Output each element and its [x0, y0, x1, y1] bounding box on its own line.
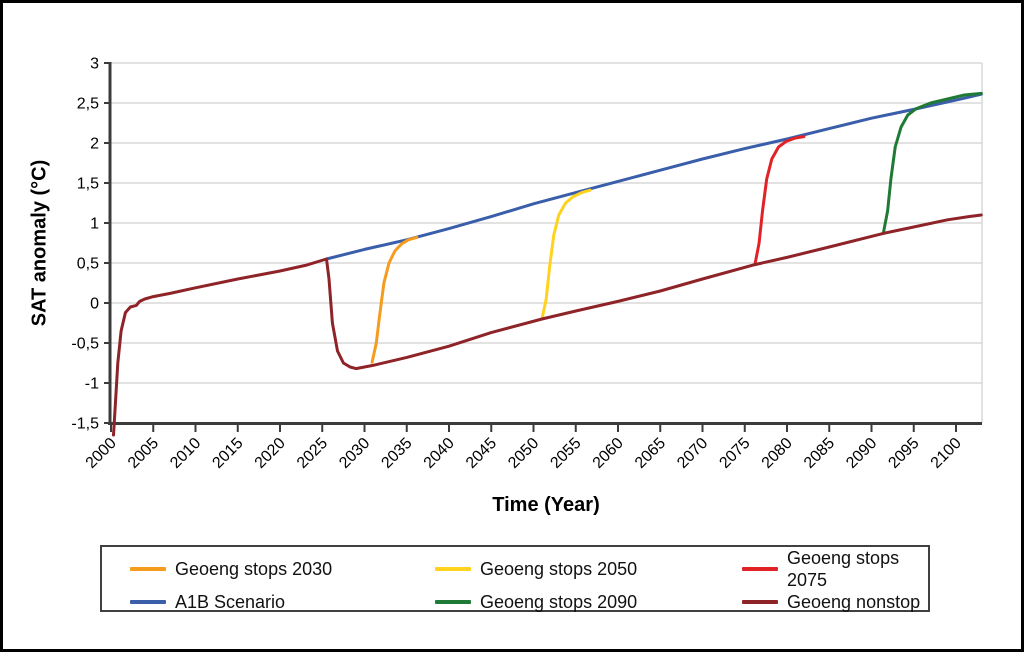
y-tick-label: 1 — [90, 216, 99, 233]
x-tick-label: 2000 — [83, 435, 120, 472]
y-axis-title: SAT anomaly (°C) — [28, 159, 51, 327]
x-tick-label: 2075 — [716, 435, 753, 472]
legend-item: Geoeng stops 2030 — [130, 547, 435, 591]
series-line-geoeng-nonstop — [112, 213, 983, 437]
legend-item-label: Geoeng stops 2050 — [480, 559, 638, 579]
x-tick-label: 2045 — [463, 435, 500, 472]
series-line-geoeng-stops-2090 — [881, 91, 983, 235]
x-tick-label: 2035 — [378, 435, 415, 472]
x-tick-label: 2055 — [547, 435, 584, 472]
y-tick-label: 2,5 — [77, 96, 99, 113]
series-line-geoeng-stops-2075 — [753, 135, 806, 267]
x-tick-label: 2010 — [167, 435, 204, 472]
legend-line-swatch — [130, 600, 166, 604]
legend-line-swatch — [130, 567, 166, 571]
y-tick-label: -0,5 — [71, 336, 99, 353]
x-tick-label: 2040 — [421, 435, 458, 472]
legend-item-label: Geoeng stops 2075 — [787, 548, 900, 590]
series-line-geoeng-stops-2030 — [370, 235, 419, 364]
legend-item-label: Geoeng stops 2030 — [175, 559, 333, 579]
x-tick-label: 2015 — [209, 435, 246, 472]
x-tick-label: 2005 — [125, 435, 162, 472]
legend-item-label: Geoeng nonstop — [787, 592, 921, 612]
legend-item: Geoeng nonstop — [742, 591, 928, 613]
y-tick-label: 1,5 — [77, 176, 99, 193]
x-tick-label: 2025 — [294, 435, 331, 472]
legend-item: Geoeng stops 2075 — [742, 547, 928, 591]
legend-line-swatch — [435, 600, 471, 604]
x-tick-label: 2085 — [801, 435, 838, 472]
x-axis-title: Time (Year) — [492, 494, 600, 516]
legend-item: Geoeng stops 2090 — [435, 591, 742, 613]
legend-line-swatch — [742, 567, 778, 571]
x-tick-label: 2060 — [590, 435, 627, 472]
legend-item-label: Geoeng stops 2090 — [480, 592, 638, 612]
legend-line-swatch — [435, 567, 471, 571]
y-tick-label: 0,5 — [77, 256, 99, 273]
legend-line-swatch — [742, 600, 778, 604]
x-tick-label: 2095 — [885, 435, 922, 472]
x-tick-label: 2090 — [843, 435, 880, 472]
x-tick-label: 2050 — [505, 435, 542, 472]
x-tick-label: 2070 — [674, 435, 711, 472]
x-tick-label: 2065 — [632, 435, 669, 472]
y-tick-label: -1,5 — [71, 416, 99, 433]
legend: Geoeng stops 2030 Geoeng stops 2050 Geoeng… — [100, 545, 930, 612]
x-tick-label: 2080 — [759, 435, 796, 472]
y-tick-label: -1 — [85, 376, 99, 393]
y-tick-label: 0 — [90, 296, 99, 313]
x-tick-label: 2030 — [336, 435, 373, 472]
x-tick-label: 2020 — [252, 435, 289, 472]
legend-item: Geoeng stops 2050 — [435, 547, 742, 591]
series-line-geoeng-stops-2050 — [540, 188, 592, 321]
x-tick-label: 2100 — [928, 435, 965, 472]
legend-item: A1B Scenario — [130, 591, 435, 613]
y-tick-label: 3 — [90, 56, 99, 73]
legend-item-label: A1B Scenario — [175, 592, 286, 612]
y-tick-label: 2 — [90, 136, 99, 153]
